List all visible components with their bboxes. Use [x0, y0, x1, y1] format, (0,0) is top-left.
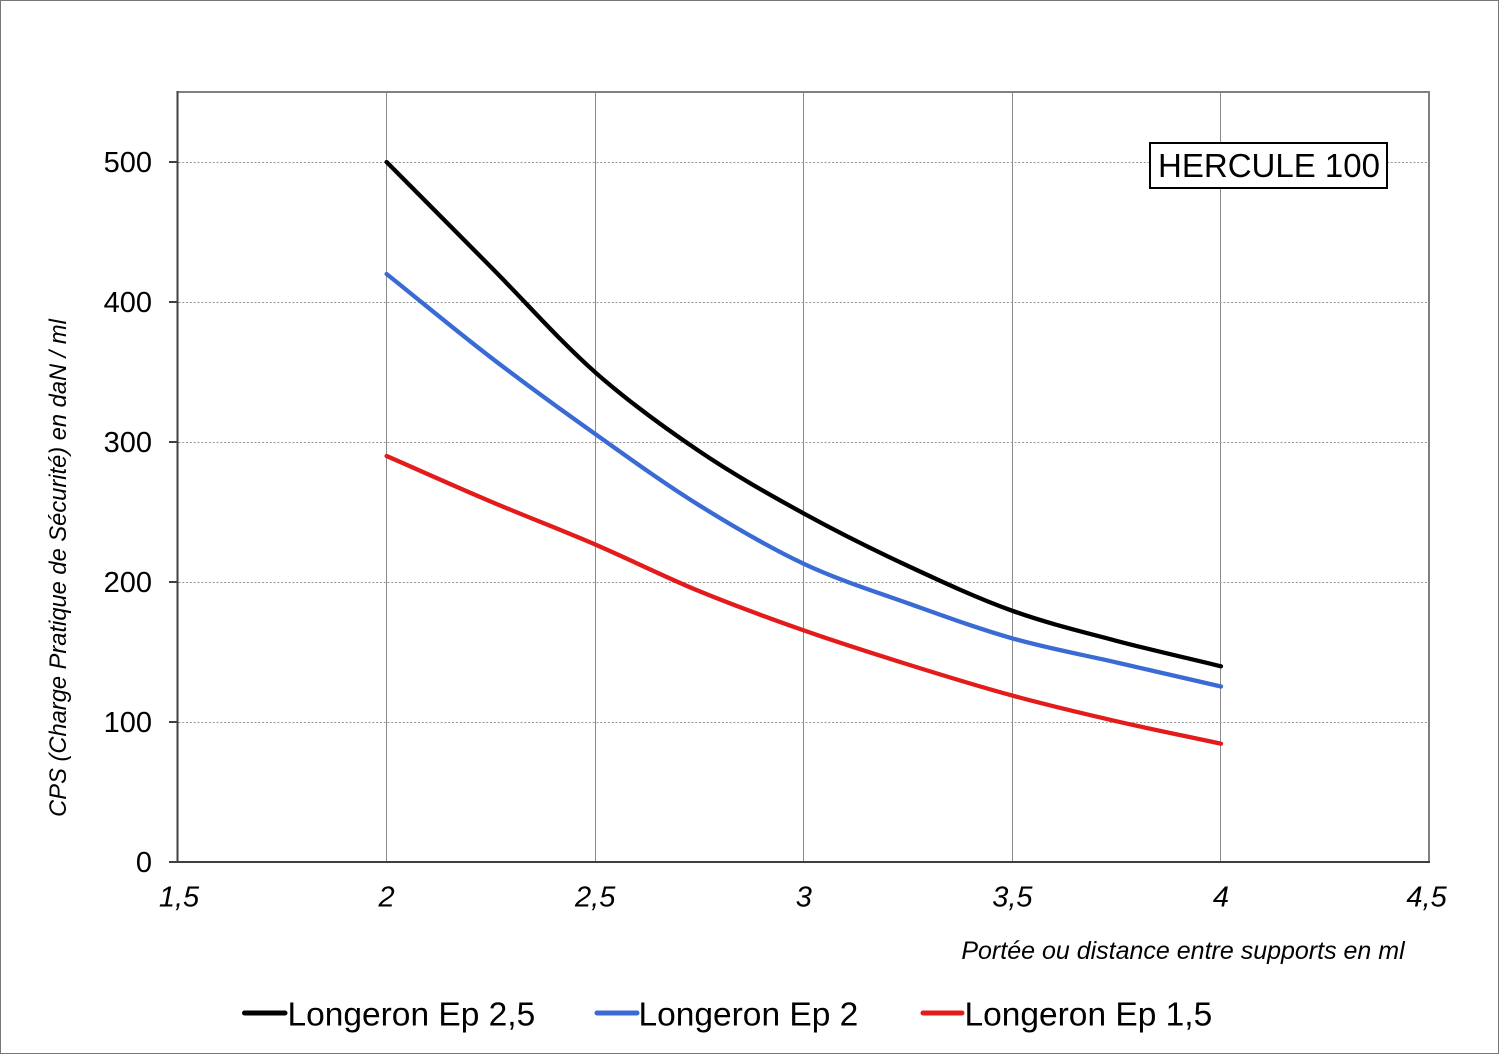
svg-text:1,5: 1,5 [159, 882, 200, 914]
svg-text:Portée ou distance entre suppo: Portée ou distance entre supports en ml [961, 937, 1406, 965]
svg-text:3: 3 [796, 882, 812, 914]
svg-text:0: 0 [136, 847, 152, 879]
svg-text:300: 300 [104, 427, 152, 459]
svg-text:500: 500 [104, 147, 152, 179]
svg-text:200: 200 [104, 567, 152, 599]
svg-text:400: 400 [104, 287, 152, 319]
svg-text:100: 100 [104, 707, 152, 739]
svg-text:4,5: 4,5 [1406, 882, 1447, 914]
svg-text:3,5: 3,5 [992, 882, 1033, 914]
svg-text:Longeron Ep 2,5: Longeron Ep 2,5 [288, 997, 536, 1034]
svg-text:Longeron Ep 2: Longeron Ep 2 [639, 997, 859, 1034]
svg-text:4: 4 [1213, 882, 1229, 914]
svg-text:2: 2 [378, 882, 395, 914]
svg-text:HERCULE 100: HERCULE 100 [1158, 147, 1380, 184]
svg-text:Longeron Ep 1,5: Longeron Ep 1,5 [965, 997, 1213, 1034]
svg-text:CPS (Charge Pratique de Sécuri: CPS (Charge Pratique de Sécurité) en daN… [46, 318, 72, 816]
svg-text:2,5: 2,5 [574, 882, 616, 914]
